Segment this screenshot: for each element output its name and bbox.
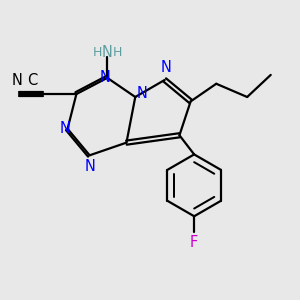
Text: H: H	[93, 46, 102, 59]
Text: N: N	[161, 60, 172, 75]
Text: H: H	[112, 46, 122, 59]
Text: F: F	[190, 236, 198, 250]
Text: N: N	[136, 86, 147, 101]
Text: N: N	[60, 121, 70, 136]
Text: N: N	[102, 45, 113, 60]
Text: C: C	[27, 73, 37, 88]
Text: N: N	[100, 70, 110, 85]
Text: N: N	[84, 159, 95, 174]
Text: N: N	[12, 73, 23, 88]
